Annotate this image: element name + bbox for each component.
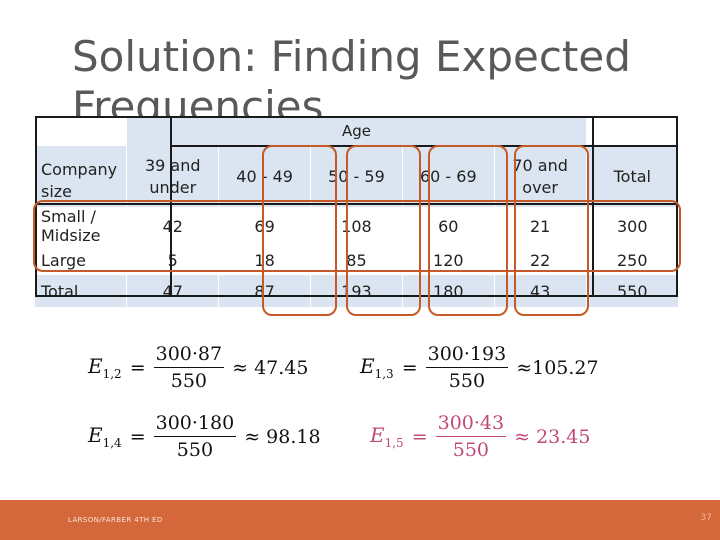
formula-fraction: 300·87 550: [153, 343, 225, 392]
table-cell: 69: [218, 207, 311, 245]
formula-result: ≈ 98.18: [244, 425, 321, 448]
formula-lhs: E1,4: [88, 423, 122, 450]
total-group-cell: [585, 116, 678, 146]
column-divider: [170, 116, 172, 297]
footer-credit: LARSON/FARBER 4TH ED: [68, 516, 163, 524]
frequency-table: Age Company size 39 and under 40 - 49 50 …: [35, 116, 678, 307]
formula-result: ≈ 47.45: [232, 356, 309, 379]
table-cell: 5: [126, 245, 219, 275]
formula-lhs: E1,3: [360, 354, 394, 381]
formula-fraction: 300·43 550: [435, 412, 507, 461]
header-divider: [170, 145, 678, 147]
column-header: 40 - 49: [218, 146, 311, 207]
table-cell: 108: [310, 207, 403, 245]
table-cell: 300: [585, 207, 678, 245]
table-row: Total 47 87 193 180 43 550: [35, 275, 678, 307]
row-label: Small / Midsize: [35, 207, 127, 245]
formula-e15: E1,5 = 300·43 550 ≈ 23.45: [370, 412, 591, 461]
formula-e13: E1,3 = 300·193 550 ≈105.27: [360, 343, 599, 392]
table-cell: 550: [585, 275, 678, 307]
table-cell: 87: [218, 275, 311, 307]
table-cell: 120: [401, 245, 495, 275]
formula-result: ≈105.27: [516, 356, 599, 379]
table-cell: 43: [493, 275, 587, 307]
column-header: 39 and under: [126, 146, 219, 207]
page-number: 37: [700, 513, 712, 523]
formula-e12: E1,2 = 300·87 550 ≈ 47.45: [88, 343, 309, 392]
table-cell: 60: [401, 207, 495, 245]
table-cell: 85: [310, 245, 403, 275]
formula-result: ≈ 23.45: [514, 425, 591, 448]
table-row: Large 5 18 85 120 22 250: [35, 245, 678, 275]
slide-title: Solution: Finding Expected Frequencies: [72, 32, 631, 131]
formula-lhs: E1,5: [370, 423, 404, 450]
table-cell: 22: [493, 245, 587, 275]
age-group-header: Age: [126, 116, 587, 146]
header-divider: [35, 203, 678, 205]
table-cell: 250: [585, 245, 678, 275]
table-cell: 42: [126, 207, 219, 245]
table-column-header-row: Company size 39 and under 40 - 49 50 - 59…: [35, 146, 678, 207]
column-header: 50 - 59: [310, 146, 403, 207]
formula-fraction: 300·193 550: [425, 343, 509, 392]
row-header-label: Company size: [35, 146, 127, 207]
table-cell: 193: [310, 275, 403, 307]
table-corner-cell: [35, 116, 127, 146]
table-cell: 47: [126, 275, 219, 307]
column-header: 70 and over: [493, 146, 587, 207]
formula-lhs: E1,2: [88, 354, 122, 381]
table-group-header-row: Age: [35, 116, 678, 146]
row-label: Large: [35, 245, 127, 275]
footer-bar: [0, 500, 720, 540]
table-cell: 180: [401, 275, 495, 307]
table-cell: 18: [218, 245, 311, 275]
formula-fraction: 300·180 550: [153, 412, 237, 461]
column-divider: [592, 116, 594, 297]
formula-e14: E1,4 = 300·180 550 ≈ 98.18: [88, 412, 321, 461]
table-cell: 21: [493, 207, 587, 245]
column-header: 60 - 69: [401, 146, 495, 207]
table-row: Small / Midsize 42 69 108 60 21 300: [35, 207, 678, 245]
row-label: Total: [35, 275, 127, 307]
column-header: Total: [585, 146, 678, 207]
